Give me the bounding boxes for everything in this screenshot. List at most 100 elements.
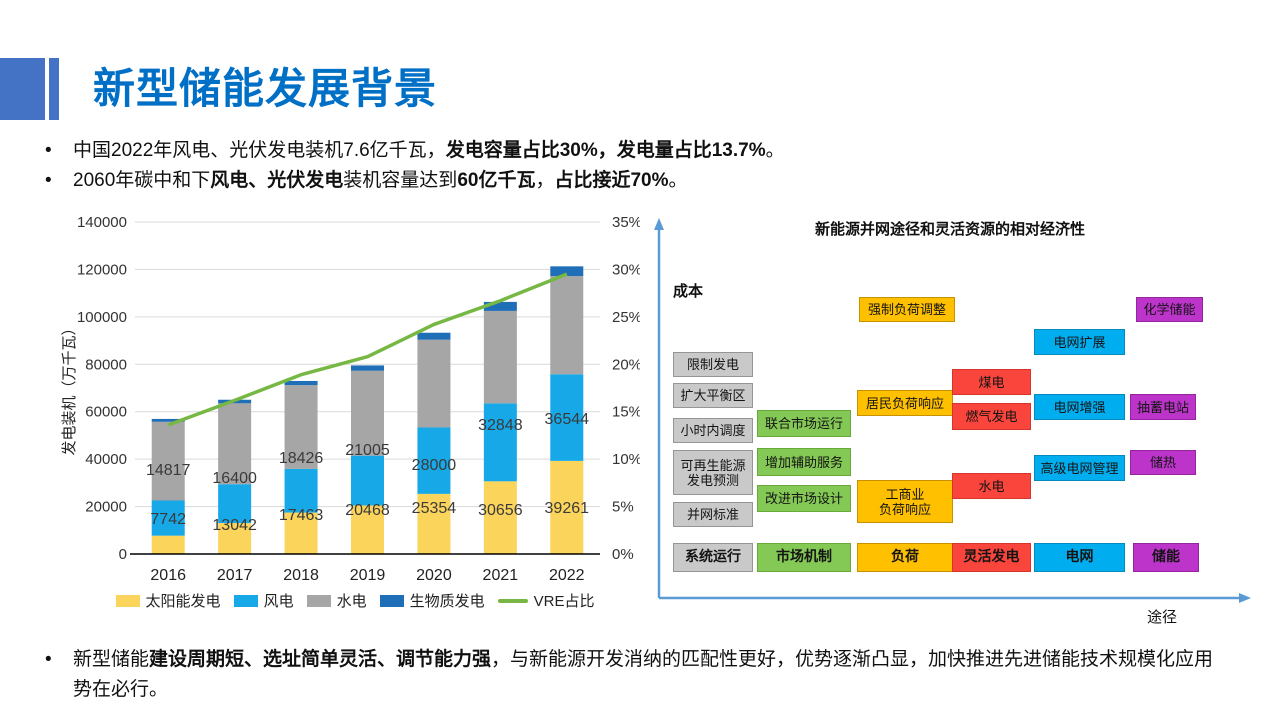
y-left-tick: 0	[119, 546, 127, 563]
bar-segment-太阳能发电	[151, 535, 185, 554]
text-segment: ，与新能源开发消纳的匹配性更好，优势逐渐凸显，加快推进先进储能技术规模化应用势在…	[73, 649, 1214, 700]
data-label: 36544	[545, 411, 590, 428]
diagram-box-category: 系统运行	[673, 543, 753, 572]
legend-swatch	[233, 594, 258, 607]
bar-segment-风电	[218, 484, 252, 524]
bullet-marker: •	[45, 140, 52, 161]
diagram-box-category: 负荷	[857, 543, 953, 572]
bar-segment-水电	[483, 310, 517, 404]
bar-segment-风电	[151, 500, 185, 536]
bar-segment-太阳能发电	[550, 460, 584, 554]
bar-segment-太阳能发电	[284, 512, 318, 554]
title-accent-square	[0, 58, 45, 120]
bar-segment-水电	[284, 385, 318, 469]
legend-item: VRE占比	[497, 590, 595, 611]
text-segment: 风电、光伏发电	[210, 170, 344, 191]
legend-item: 太阳能发电	[115, 590, 221, 611]
data-label: 39261	[545, 500, 590, 517]
bar-segment-风电	[483, 403, 517, 482]
text-segment: 占比接近70%	[554, 170, 669, 191]
data-label: 7742	[150, 511, 186, 528]
y-left-tick: 20000	[85, 499, 127, 516]
bar-segment-风电	[284, 468, 318, 513]
bullet-marker: •	[45, 170, 52, 191]
bar-segment-生物质发电	[417, 332, 451, 340]
text-segment: 装机容量达到	[343, 170, 458, 191]
y-left-tick: 80000	[85, 356, 127, 373]
economics-diagram: 新能源并网途径和灵活资源的相对经济性 成本 限制发电 扩大平衡区 小时内调度 可再生能…	[645, 210, 1277, 638]
diagram-box-category: 储能	[1133, 543, 1199, 572]
diagram-box: 可再生能源 发电预测	[673, 450, 753, 495]
text-segment: ，	[535, 170, 555, 191]
bar-segment-风电	[550, 374, 584, 461]
diagram-box: 抽蓄电站	[1130, 394, 1196, 420]
x-category-label: 2016	[150, 567, 186, 584]
legend-label: VRE占比	[533, 593, 595, 610]
y-right-tick: 30%	[612, 261, 640, 278]
y-right-tick: 20%	[612, 356, 640, 373]
diagram-box: 并网标准	[673, 502, 753, 527]
x-category-label: 2020	[416, 567, 452, 584]
top-bullet-list: • 中国2022年风电、光伏发电装机7.6亿千瓦，发电容量占比30%，发电量占比…	[42, 136, 1252, 196]
page-title: 新型储能发展背景	[93, 65, 438, 112]
x-category-label: 2022	[549, 567, 585, 584]
diagram-title: 新能源并网途径和灵活资源的相对经济性	[814, 222, 1085, 238]
diagram-box: 电网扩展	[1034, 329, 1125, 355]
bar-segment-生物质发电	[483, 301, 517, 311]
data-label: 21005	[345, 442, 390, 459]
data-label: 28000	[412, 457, 457, 474]
bar-segment-生物质发电	[151, 418, 185, 422]
bar-segment-水电	[151, 421, 185, 501]
text-segment: 发电容量占比30%，发电量占比13.7%	[445, 140, 766, 161]
bar-segment-风电	[417, 427, 451, 494]
y-left-tick: 40000	[85, 451, 127, 468]
legend-item: 生物质发电	[379, 590, 485, 611]
y-right-tick: 25%	[612, 309, 640, 326]
text-segment: 新型储能	[73, 649, 150, 670]
diagram-box: 联合市场运行	[757, 410, 851, 437]
data-label: 17463	[279, 507, 324, 524]
legend-swatch	[379, 594, 404, 607]
bar-segment-太阳能发电	[417, 493, 451, 554]
data-label: 32848	[478, 417, 523, 434]
bar-segment-生物质发电	[351, 365, 384, 371]
data-label: 25354	[412, 500, 457, 517]
y-right-tick: 10%	[612, 451, 640, 468]
legend-item: 水电	[306, 590, 367, 611]
diagram-box: 改进市场设计	[757, 485, 851, 512]
bar-segment-太阳能发电	[483, 481, 517, 554]
title-accent-bar	[49, 58, 59, 120]
diagram-box: 小时内调度	[673, 418, 753, 443]
path-arrowhead	[1239, 593, 1251, 603]
bar-segment-风电	[351, 455, 384, 506]
chart-canvas: 0 20000 40000 60000 80000 100000 120000 140000 0…	[61, 214, 642, 584]
bottom-bullet-list: • 新型储能建设周期短、选址简单灵活、调节能力强，与新能源开发消纳的匹配性更好，…	[42, 645, 1217, 705]
x-category-label: 2017	[217, 567, 253, 584]
bar-segment-水电	[417, 339, 451, 428]
bar-segment-水电	[351, 370, 384, 456]
data-label: 16400	[212, 470, 257, 487]
legend-swatch	[497, 598, 528, 603]
cost-arrowhead	[654, 218, 664, 230]
legend-label: 生物质发电	[409, 593, 485, 610]
text-segment: 2060年碳中和下	[73, 170, 211, 191]
legend-label: 风电	[263, 593, 294, 610]
bar-segment-水电	[550, 276, 584, 375]
text-segment: 。	[765, 140, 785, 161]
bar-segment-生物质发电	[550, 266, 584, 277]
diagram-box: 高级电网管理	[1034, 455, 1125, 481]
bar-segment-太阳能发电	[218, 523, 252, 554]
diagram-box: 燃气发电	[952, 403, 1031, 430]
diagram-box: 居民负荷响应	[857, 390, 953, 416]
y-right-tick: 0%	[612, 546, 634, 563]
legend-item: 风电	[233, 590, 294, 611]
diagram-box-category: 市场机制	[757, 543, 851, 572]
y-right-tick: 5%	[612, 499, 634, 516]
data-label: 20468	[345, 502, 390, 519]
bullet-marker: •	[45, 649, 52, 670]
data-label: 14817	[146, 462, 191, 479]
cost-axis-label: 成本	[673, 284, 704, 300]
text-segment: 60亿千瓦	[457, 170, 536, 191]
bar-segment-太阳能发电	[351, 505, 384, 554]
